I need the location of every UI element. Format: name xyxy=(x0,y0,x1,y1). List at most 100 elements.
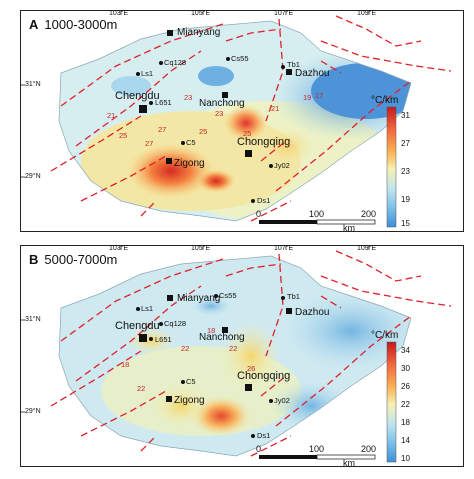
colorbar-tick: 18 xyxy=(401,418,410,427)
contour-label: 26 xyxy=(247,364,256,373)
colorbar-tick: 26 xyxy=(401,382,410,391)
city-label-dazhou: Dazhou xyxy=(295,68,330,79)
lat-label-29: 29°N xyxy=(25,408,41,415)
contour-label: 23 xyxy=(184,93,193,102)
scalebar-tick: 200 xyxy=(361,444,377,454)
colorbar-tick: 10 xyxy=(401,454,410,463)
colorbar-tick: 14 xyxy=(401,436,410,445)
well-label-cq128: Cq128 xyxy=(164,319,187,328)
contour-label: 18 xyxy=(207,326,216,335)
heatflow-field-a xyxy=(59,21,411,221)
contour-label: 25 xyxy=(243,129,252,138)
well-label-tb1: Tb1 xyxy=(287,292,300,301)
scalebar-tick: 200 xyxy=(361,209,377,219)
city-markers-a xyxy=(139,30,292,164)
panel-letter: A xyxy=(29,17,39,32)
colorbar-a xyxy=(386,106,397,228)
well-label-tb1: Tb1 xyxy=(287,60,300,69)
lon-label-107: 107°E xyxy=(274,245,294,252)
colorbar-tick: 31 xyxy=(401,111,410,120)
contour-label: 27 xyxy=(145,139,154,148)
well-markers-a xyxy=(136,57,285,203)
map-a xyxy=(21,11,452,228)
contour-label: 21 xyxy=(107,111,116,120)
city-label-zigong: Zigong xyxy=(174,395,205,406)
faults-b xyxy=(50,250,452,457)
panel-b: B 5000-7000m 103°E 105°E 107°E 109°E 31°N… xyxy=(20,245,464,468)
city-label-chengdu: Chengdu xyxy=(115,320,160,332)
lon-label-105: 105°E xyxy=(191,245,211,252)
contour-label: 21 xyxy=(271,104,280,113)
well-label-l651: L651 xyxy=(155,335,172,344)
colorbar-title-a: °C/km xyxy=(371,95,399,106)
city-label-nanchong: Nanchong xyxy=(199,98,245,109)
lon-label-103: 103°E xyxy=(109,10,129,17)
well-label-cs55: Cs55 xyxy=(231,54,249,63)
scalebar-unit: km xyxy=(343,223,355,233)
lon-label-105: 105°E xyxy=(191,10,211,17)
lon-label-109: 109°E xyxy=(357,245,377,252)
basin-boundary-b xyxy=(58,255,412,457)
colorbar-tick: 19 xyxy=(401,195,410,204)
scalebar-tick: 100 xyxy=(309,209,325,219)
well-label-cq128: Cq128 xyxy=(164,58,187,67)
scalebar-tick: 100 xyxy=(309,444,325,454)
contour-label: 17 xyxy=(315,91,324,100)
well-label-c5: C5 xyxy=(186,138,196,147)
graticule-ticks-a xyxy=(21,11,370,178)
well-label-ls1: Ls1 xyxy=(141,304,154,313)
well-label-cs55: Cs55 xyxy=(219,291,237,300)
heatflow-field-b xyxy=(59,256,411,456)
lat-label-31: 31°N xyxy=(25,316,41,323)
depth-range: 1000-3000m xyxy=(44,17,118,32)
colorbar-tick: 23 xyxy=(401,167,410,176)
colorbar-tick: 27 xyxy=(401,139,410,148)
lon-label-103: 103°E xyxy=(109,245,129,252)
well-label-ls1: Ls1 xyxy=(141,69,154,78)
scalebar-tick: 0 xyxy=(256,444,262,454)
city-label-mianyang: Mianyang xyxy=(177,27,221,38)
contour-label: 25 xyxy=(119,131,128,140)
city-markers-b xyxy=(139,295,292,402)
scalebar-tick: 0 xyxy=(256,209,262,219)
contour-label: 23 xyxy=(215,109,224,118)
panel-letter: B xyxy=(29,252,39,267)
graticule-ticks-b xyxy=(21,246,370,413)
well-label-jy02: Jy02 xyxy=(274,161,290,170)
city-label-chengdu: Chengdu xyxy=(115,90,160,102)
basin-boundary-a xyxy=(58,20,412,222)
panel-b-label: B 5000-7000m xyxy=(29,252,117,267)
colorbar-tick: 30 xyxy=(401,364,410,373)
colorbar-tick: 34 xyxy=(401,346,410,355)
well-label-ds1: Ds1 xyxy=(257,431,271,440)
city-label-zigong: Zigong xyxy=(174,158,205,169)
contour-label: 27 xyxy=(158,125,167,134)
well-label-l651: L651 xyxy=(155,98,172,107)
contour-label: 22 xyxy=(181,344,190,353)
depth-range: 5000-7000m xyxy=(44,252,118,267)
colorbar-tick: 22 xyxy=(401,400,410,409)
scalebar-a xyxy=(259,219,376,225)
faults-a xyxy=(50,15,452,222)
scalebar-unit: km xyxy=(343,458,355,468)
map-b xyxy=(21,246,452,463)
contour-label: 19 xyxy=(303,93,312,102)
contour-label: 18 xyxy=(121,360,130,369)
lat-label-29: 29°N xyxy=(25,173,41,180)
well-label-c5: C5 xyxy=(186,377,196,386)
city-label-chongqing: Chongqing xyxy=(237,370,291,382)
well-label-ds1: Ds1 xyxy=(257,196,271,205)
colorbar-b xyxy=(386,341,397,463)
colorbar-tick: 15 xyxy=(401,219,410,228)
city-label-mianyang: Mianyang xyxy=(177,293,221,304)
colorbar-title-b: °C/km xyxy=(371,330,399,341)
panel-a-label: A 1000-3000m xyxy=(29,17,117,32)
contour-label: 22 xyxy=(229,344,238,353)
city-label-dazhou: Dazhou xyxy=(295,307,330,318)
city-label-nanchong: Nanchong xyxy=(199,332,245,343)
contour-label: 22 xyxy=(137,384,146,393)
lon-label-109: 109°E xyxy=(357,10,377,17)
panel-a: A 1000-3000m 103°E 105°E 107°E 109°E 31°N… xyxy=(20,10,464,233)
scalebar-b xyxy=(259,454,376,460)
well-markers-b xyxy=(136,294,285,438)
